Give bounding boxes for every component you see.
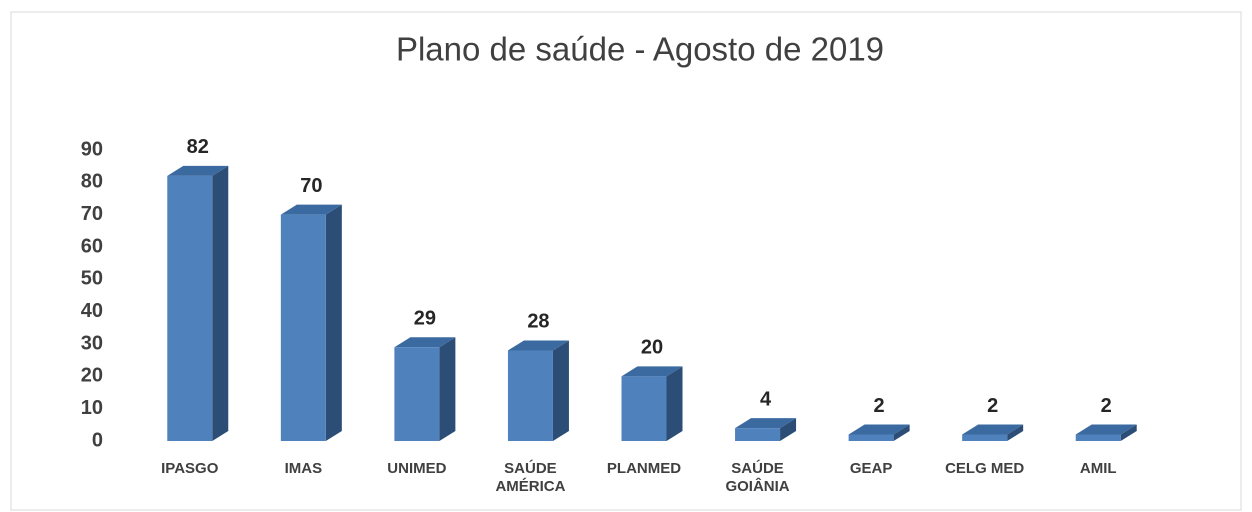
value-label: 2 bbox=[1101, 395, 1112, 417]
bar-top bbox=[962, 424, 1024, 435]
x-tick-label: SAÚDE AMÉRICA bbox=[495, 460, 566, 495]
y-tick-label: 20 bbox=[81, 365, 103, 387]
value-label: 2 bbox=[874, 395, 885, 417]
value-label: 28 bbox=[527, 311, 549, 333]
y-tick-label: 50 bbox=[81, 268, 103, 290]
value-label: 82 bbox=[187, 136, 209, 158]
chart-title: Plano de saúde - Agosto de 2019 bbox=[396, 31, 884, 68]
bar-front bbox=[280, 214, 326, 441]
x-tick-label: IMAS bbox=[284, 460, 323, 477]
y-tick-label: 30 bbox=[81, 332, 103, 354]
bar-top bbox=[848, 424, 910, 435]
bar-front bbox=[507, 350, 553, 441]
bar-top bbox=[1075, 424, 1137, 435]
y-tick-label: 60 bbox=[81, 235, 103, 257]
bar-front bbox=[394, 347, 440, 441]
bar-top bbox=[394, 337, 456, 348]
bar bbox=[962, 424, 1024, 441]
y-tick-label: 40 bbox=[81, 300, 103, 322]
x-tick-label: IPASGO bbox=[161, 460, 219, 477]
y-tick-label: 70 bbox=[81, 203, 103, 225]
y-tick-label: 80 bbox=[81, 171, 103, 193]
bar bbox=[1075, 424, 1137, 441]
x-tick-label: UNIMED bbox=[387, 460, 447, 477]
bar-front bbox=[848, 434, 894, 441]
bar-top bbox=[507, 340, 569, 351]
x-tick-label: AMIL bbox=[1079, 460, 1117, 477]
bar bbox=[167, 165, 229, 441]
bar bbox=[394, 337, 456, 441]
value-label: 2 bbox=[987, 395, 998, 417]
x-tick-label: GEAP bbox=[849, 460, 893, 477]
bar-side bbox=[552, 340, 569, 441]
value-label: 20 bbox=[641, 337, 663, 359]
bar bbox=[735, 418, 797, 441]
bar-top bbox=[621, 366, 683, 377]
bar-side bbox=[325, 204, 342, 441]
bar-front bbox=[1075, 434, 1121, 441]
value-label: 4 bbox=[760, 388, 772, 410]
bar-side bbox=[780, 418, 797, 441]
bar-side bbox=[1120, 424, 1137, 441]
bar-top bbox=[280, 204, 342, 215]
bar bbox=[280, 204, 342, 441]
bar-front bbox=[621, 376, 667, 441]
bar-front bbox=[735, 428, 781, 441]
bar-top bbox=[167, 165, 229, 176]
x-tick-label: PLANMED bbox=[606, 460, 682, 477]
bar-side bbox=[666, 366, 683, 441]
bar bbox=[848, 424, 910, 441]
bar-front bbox=[962, 434, 1008, 441]
value-label: 70 bbox=[300, 175, 322, 197]
bar-top bbox=[735, 418, 797, 429]
bar-side bbox=[212, 165, 229, 441]
bar-front bbox=[167, 175, 213, 441]
bar-side bbox=[439, 337, 456, 441]
x-tick-label: CELG MED bbox=[945, 460, 1025, 477]
y-tick-label: 90 bbox=[81, 138, 103, 160]
value-label: 29 bbox=[414, 308, 436, 330]
y-tick-label: 10 bbox=[81, 397, 103, 419]
bar-side bbox=[893, 424, 910, 441]
x-tick-label: SAÚDE GOIÂNIA bbox=[725, 460, 790, 495]
bar-side bbox=[1007, 424, 1024, 441]
bar bbox=[507, 340, 569, 441]
bar bbox=[621, 366, 683, 441]
y-tick-label: 0 bbox=[92, 429, 103, 451]
